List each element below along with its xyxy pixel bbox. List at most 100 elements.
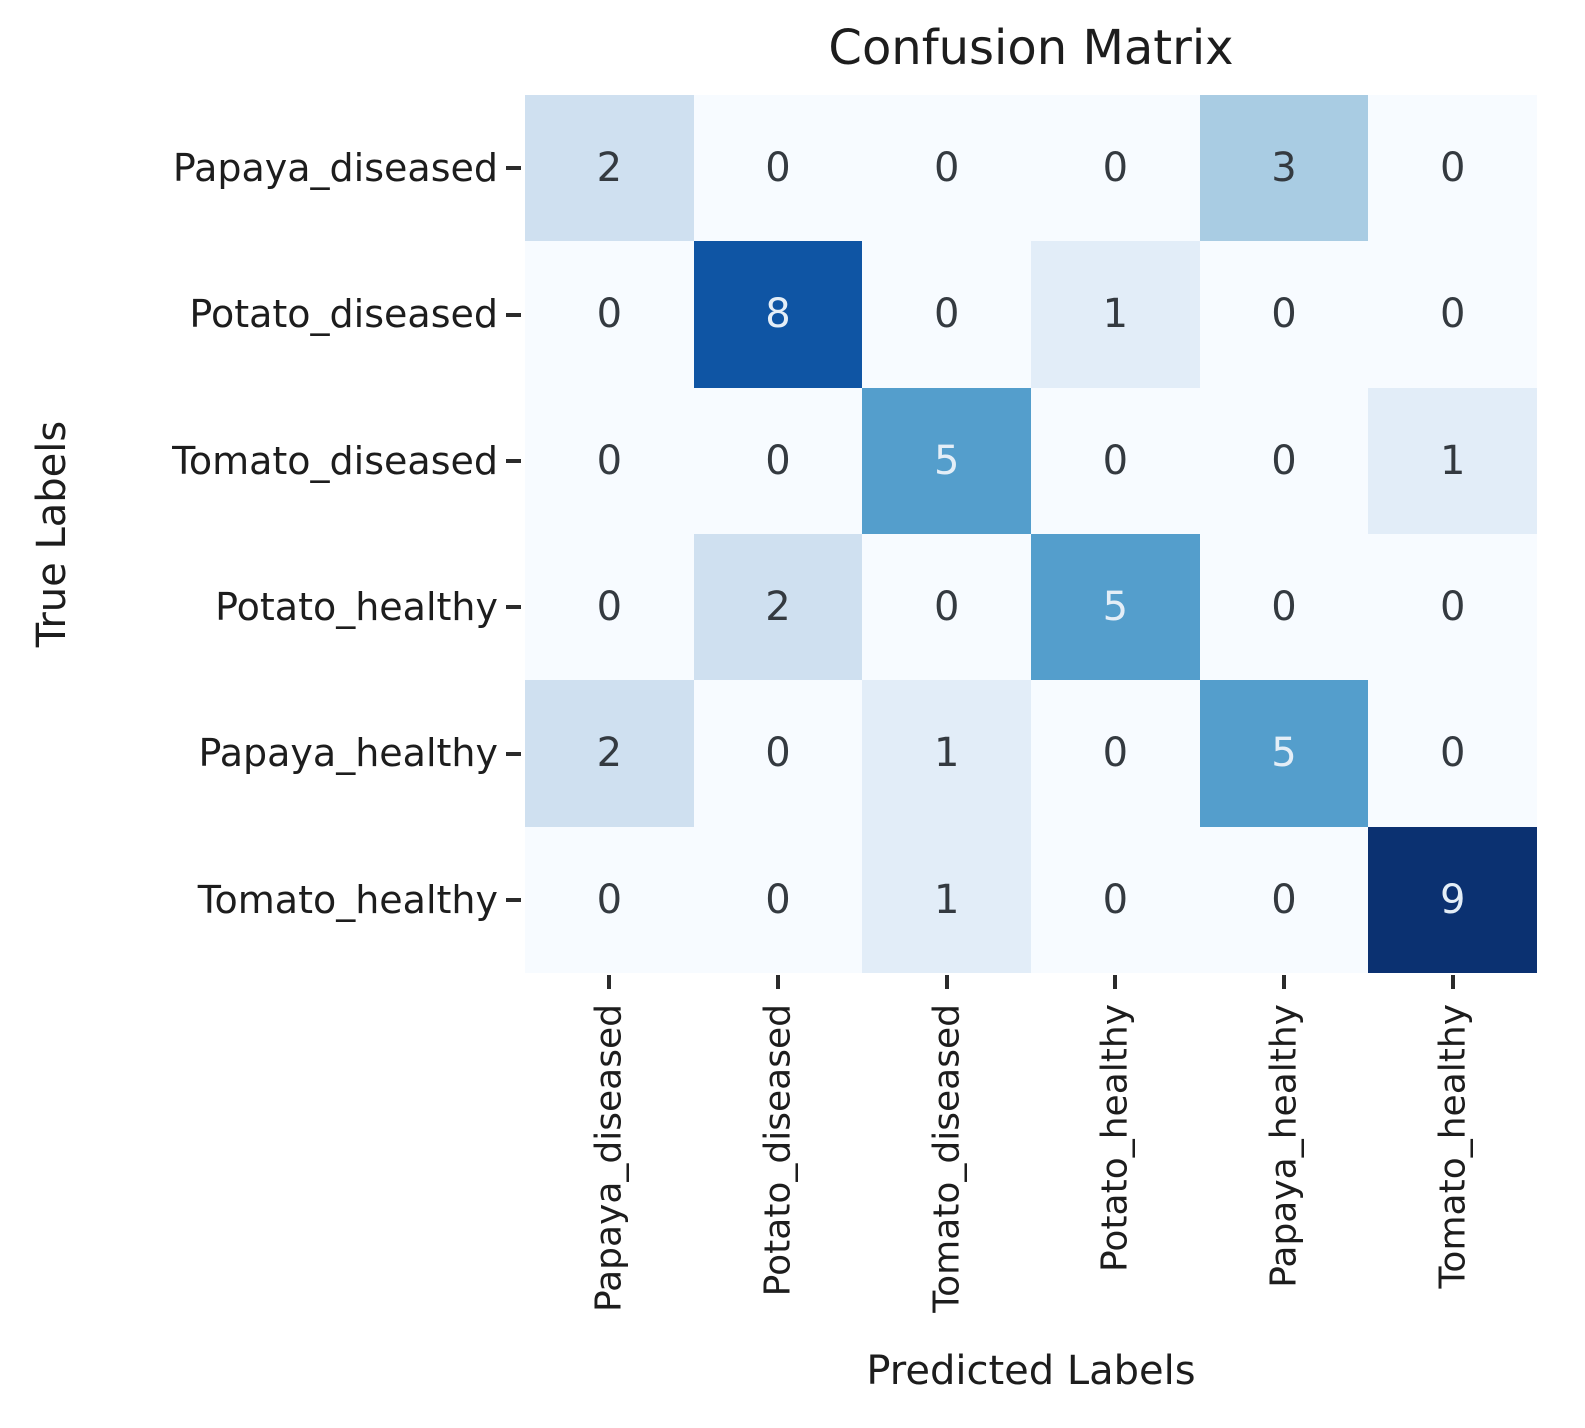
y-axis-tick bbox=[506, 312, 521, 317]
x-tick-label: Tomato_healthy bbox=[1432, 1004, 1474, 1289]
cell-value: 5 bbox=[1102, 584, 1129, 631]
cell-value: 0 bbox=[1271, 437, 1297, 484]
x-tick-label: Potato_healthy bbox=[1094, 1004, 1136, 1273]
cell-value: 0 bbox=[765, 876, 791, 923]
cell-value: 2 bbox=[765, 584, 791, 631]
cell-value: 9 bbox=[1439, 876, 1466, 923]
cell-value: 0 bbox=[1271, 876, 1297, 923]
heatmap-cell: 2 bbox=[525, 95, 694, 242]
y-axis-tick bbox=[506, 166, 521, 171]
cell-value: 0 bbox=[765, 730, 791, 777]
heatmap-cell: 1 bbox=[1368, 387, 1537, 534]
y-tick-label: Potato_diseased bbox=[189, 292, 498, 337]
cell-value: 1 bbox=[933, 730, 960, 777]
heatmap-cell: 8 bbox=[693, 241, 863, 388]
cell-value: 0 bbox=[1439, 584, 1466, 631]
y-tick-label: Tomato_diseased bbox=[172, 438, 498, 483]
cell-value: 0 bbox=[1102, 876, 1129, 923]
y-tick-label: Potato_healthy bbox=[215, 585, 498, 630]
heatmap-cell: 0 bbox=[1368, 241, 1537, 388]
heatmap-cell: 9 bbox=[1368, 826, 1537, 973]
heatmap-cell: 1 bbox=[862, 680, 1031, 827]
heatmap-cell: 0 bbox=[525, 387, 694, 534]
cell-value: 0 bbox=[1271, 584, 1297, 631]
cell-value: 0 bbox=[596, 876, 623, 923]
heatmap-cell: 0 bbox=[862, 241, 1031, 388]
x-axis-tick bbox=[1282, 975, 1286, 989]
heatmap-cell: 0 bbox=[693, 387, 863, 534]
heatmap-cell: 0 bbox=[1368, 680, 1537, 827]
cell-value: 0 bbox=[596, 291, 623, 338]
cell-value: 0 bbox=[933, 584, 960, 631]
cell-value: 2 bbox=[596, 145, 623, 192]
x-tick-label: Potato_diseased bbox=[757, 1004, 799, 1297]
cell-value: 1 bbox=[933, 876, 960, 923]
cell-value: 0 bbox=[765, 437, 791, 484]
cell-value: 0 bbox=[596, 437, 623, 484]
heatmap-cell: 3 bbox=[1199, 95, 1369, 242]
heatmap-cell: 2 bbox=[525, 680, 694, 827]
cell-value: 5 bbox=[933, 437, 960, 484]
y-tick-label: Papaya_diseased bbox=[172, 146, 498, 191]
x-tick-label: Tomato_diseased bbox=[926, 1004, 968, 1313]
y-axis-tick bbox=[506, 897, 521, 902]
chart-title: Confusion Matrix bbox=[828, 20, 1234, 76]
x-axis-tick bbox=[1113, 975, 1118, 989]
y-tick-label: Papaya_healthy bbox=[198, 731, 498, 776]
cell-value: 0 bbox=[933, 145, 960, 192]
heatmap-cell: 0 bbox=[862, 533, 1031, 681]
y-axis-tick bbox=[506, 751, 521, 756]
cell-value: 0 bbox=[933, 291, 960, 338]
x-axis-label: Predicted Labels bbox=[866, 1348, 1196, 1394]
heatmap-cell: 1 bbox=[1031, 241, 1200, 388]
cell-value: 5 bbox=[1271, 730, 1297, 777]
cell-value: 0 bbox=[1102, 730, 1129, 777]
y-axis-tick bbox=[506, 605, 521, 610]
heatmap-cell: 0 bbox=[693, 680, 863, 827]
heatmap-cell: 0 bbox=[693, 826, 863, 973]
cell-value: 0 bbox=[1271, 291, 1297, 338]
heatmap-cell: 0 bbox=[1199, 241, 1369, 388]
heatmap-cell: 0 bbox=[1368, 533, 1537, 681]
heatmap-cell: 0 bbox=[1199, 826, 1369, 973]
heatmap-cell: 0 bbox=[1031, 826, 1200, 973]
heatmap-cell: 0 bbox=[1199, 533, 1369, 681]
cell-value: 0 bbox=[1439, 291, 1466, 338]
cell-value: 0 bbox=[596, 584, 623, 631]
x-tick-label: Papaya_diseased bbox=[588, 1004, 630, 1313]
heatmap-cell: 0 bbox=[525, 241, 694, 388]
heatmap-cell: 0 bbox=[1031, 680, 1200, 827]
x-tick-label: Papaya_healthy bbox=[1263, 1004, 1305, 1288]
heatmap-cell: 0 bbox=[1368, 95, 1537, 242]
y-axis-tick bbox=[506, 458, 521, 463]
heatmap-cell: 0 bbox=[1031, 95, 1200, 242]
cell-value: 0 bbox=[1102, 437, 1129, 484]
heatmap-cell: 5 bbox=[862, 387, 1031, 534]
cell-value: 0 bbox=[1102, 145, 1129, 192]
y-tick-labels: Papaya_diseased Potato_diseased Tomato_dis… bbox=[0, 95, 498, 973]
cell-value: 1 bbox=[1102, 291, 1129, 338]
heatmap-cell: 0 bbox=[525, 533, 694, 681]
heatmap-cell: 0 bbox=[693, 95, 863, 242]
x-axis-tick bbox=[1450, 975, 1455, 989]
cell-value: 3 bbox=[1271, 145, 1297, 192]
cell-value: 0 bbox=[765, 145, 791, 192]
y-tick-label: Tomato_healthy bbox=[197, 877, 498, 922]
cell-value: 0 bbox=[1439, 145, 1466, 192]
heatmap-cell: 0 bbox=[862, 95, 1031, 242]
heatmap-cell: 0 bbox=[525, 826, 694, 973]
cell-value: 8 bbox=[765, 291, 791, 338]
heatmap-cell: 2 bbox=[693, 533, 863, 681]
heatmap-cell: 5 bbox=[1031, 533, 1200, 681]
heatmap-cell: 5 bbox=[1199, 680, 1369, 827]
cell-value: 2 bbox=[596, 730, 623, 777]
x-axis-tick bbox=[607, 975, 612, 989]
x-axis-tick bbox=[776, 975, 780, 989]
cell-value: 1 bbox=[1439, 437, 1466, 484]
heatmap-cell: 0 bbox=[1031, 387, 1200, 534]
heatmap-cell: 0 bbox=[1199, 387, 1369, 534]
cell-value: 0 bbox=[1439, 730, 1466, 777]
heatmap-cell: 1 bbox=[862, 826, 1031, 973]
